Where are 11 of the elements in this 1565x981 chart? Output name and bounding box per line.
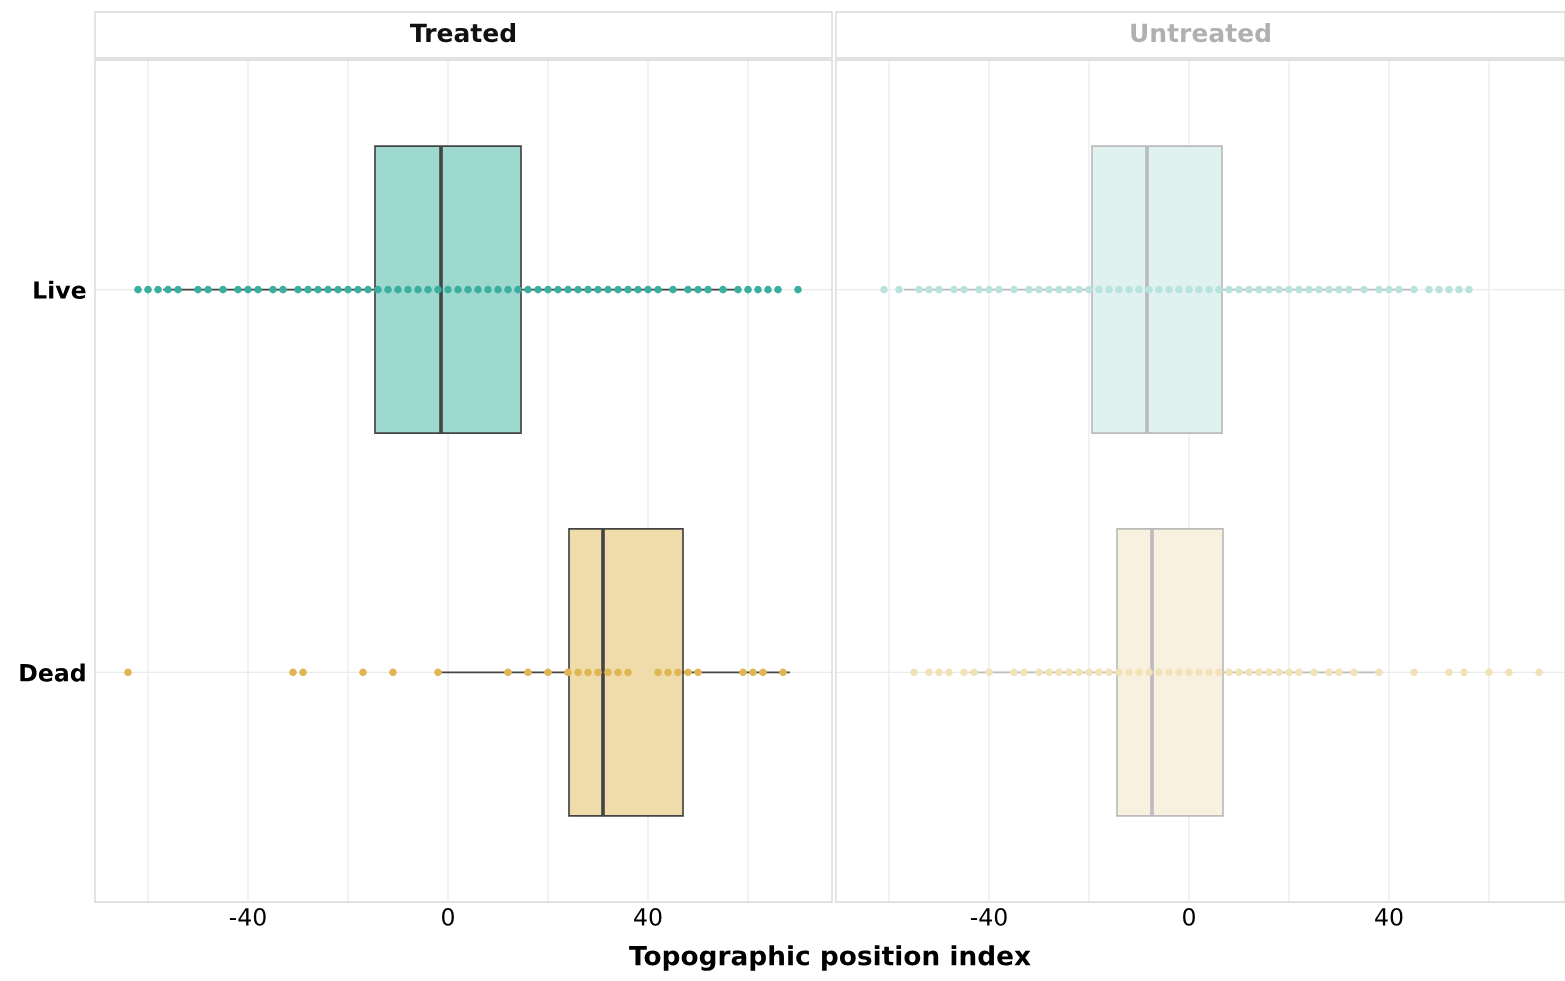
x-axis-title: Topographic position index [629,945,1031,971]
chart-title: Untreated [1131,22,1270,43]
y-tick-label: Live [34,280,86,299]
chart-title: Treated [409,22,516,43]
x-tick-label: -40 [970,907,1007,926]
x-tick-label: -40 [229,907,266,926]
y-tick-label: Dead [20,663,85,682]
x-tick-label: 40 [634,907,662,926]
x-tick-label: 0 [1183,907,1195,926]
x-tick-label: 0 [442,907,454,926]
x-tick-label: 40 [1375,907,1403,926]
